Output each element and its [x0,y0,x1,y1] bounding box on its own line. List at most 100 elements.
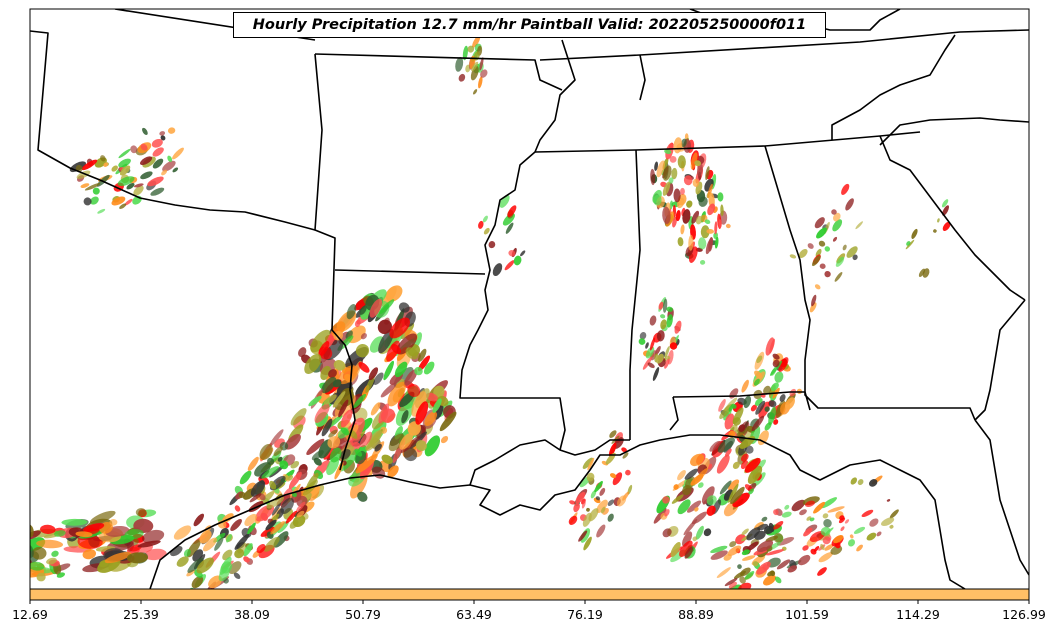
paintball-blob [479,57,484,71]
paintball-blob [607,513,614,522]
paintball-blob [36,572,46,582]
paintball-blob [850,477,858,485]
paintball-blob [337,365,359,385]
paintball-blob [724,413,735,430]
boundary-north-carolina [831,34,956,140]
paintball-blob [741,555,756,561]
paintball-blob [118,148,131,159]
paintball-blob [750,404,757,412]
paintball-blob [738,424,746,432]
boundary-alabama-florida [672,391,811,411]
paintball-blob [151,138,163,148]
paintball-blob [649,315,657,326]
boundary-missouri-south [314,53,563,91]
paintball-blob [776,559,791,570]
paintball-blob [265,519,277,531]
paintball-blob [756,355,763,364]
paintball-blob [199,530,212,544]
paintball-blob [662,528,672,538]
paintball-blob [152,147,164,157]
paintball-blob [173,525,192,540]
colorbar-tick-label: 25.39 [123,607,159,622]
paintball-blob [411,391,427,417]
paintball-blob [763,385,771,395]
paintball-blob [140,156,153,166]
paintball-blob [467,45,475,53]
paintball-blob [681,138,687,148]
paintball-blob [692,536,698,542]
paintball-blob [417,348,427,362]
paintball-blob [621,447,627,453]
paintball-blob [773,520,784,530]
paintball-blob [296,510,305,518]
paintball-blob [740,453,749,462]
paintball-blob [723,554,732,561]
paintball-blob [691,210,700,224]
paintball-blob [918,268,926,277]
colorbar [29,588,1030,601]
paintball-blob [666,314,673,328]
paintball-blob [831,209,837,215]
boundary-nc-sc [879,117,1029,146]
paintball-blob [649,337,656,351]
paintball-blob [658,301,664,310]
paintball-blob [804,500,816,507]
paintball-blob [677,155,686,169]
boundary-tennessee-north [539,29,1029,61]
paintball-blob [51,550,59,557]
paintball-blob [340,427,350,436]
paintball-blob [662,165,672,181]
paintball-blob [81,159,98,171]
paintball-blob [142,127,148,135]
paintball-blob [776,536,795,546]
paintball-blob [842,244,847,251]
paintball-blob [405,347,419,360]
paintball-blob [933,229,937,233]
paintball-blob [381,454,393,464]
paintball-blob [340,409,353,428]
paintball-blob [277,456,283,462]
paintball-blob [803,527,813,537]
paintball-blob [306,438,325,456]
paintball-blob [664,345,670,359]
paintball-blob [354,448,363,457]
paintball-blob [645,346,655,359]
paintball-blob [716,567,731,579]
paintball-blob [586,507,590,512]
paintball-blob [508,250,516,257]
paintball-blob [583,536,592,551]
paintball-blob [730,486,745,505]
paintball-blob [587,457,595,471]
paintball-blob [700,259,706,265]
paintball-blob [673,484,679,490]
paintball-blob [119,165,131,176]
paintball-blob [669,342,678,350]
paintball-blob [46,557,57,565]
paintball-blob [905,239,915,250]
paintball-blob [238,492,246,498]
paintball-blob [737,564,742,569]
paintball-blob [814,217,825,229]
paintball-blob [233,572,241,579]
state-boundaries [30,9,1029,589]
paintball-blob [407,421,421,436]
paintball-blob [705,237,714,255]
paintball-blob [707,183,713,199]
paintball-blob [263,536,280,552]
paintball-blob [582,512,592,527]
paintball-blob [647,362,655,369]
paintball-blob [655,345,661,356]
paintball-blob [798,554,811,566]
paintball-blob [832,236,838,242]
paintball-blob [359,431,373,448]
paintball-blob [743,395,752,409]
paintball-blob [662,181,671,196]
paintball-blob [279,460,289,470]
paintball-blob [280,497,294,514]
paintball-blob [478,76,483,89]
paintball-blob [714,236,719,249]
paintball-blob [594,480,603,493]
paintball-blob [724,578,738,587]
paintball-blob [845,198,854,211]
paintball-blob [357,491,368,502]
